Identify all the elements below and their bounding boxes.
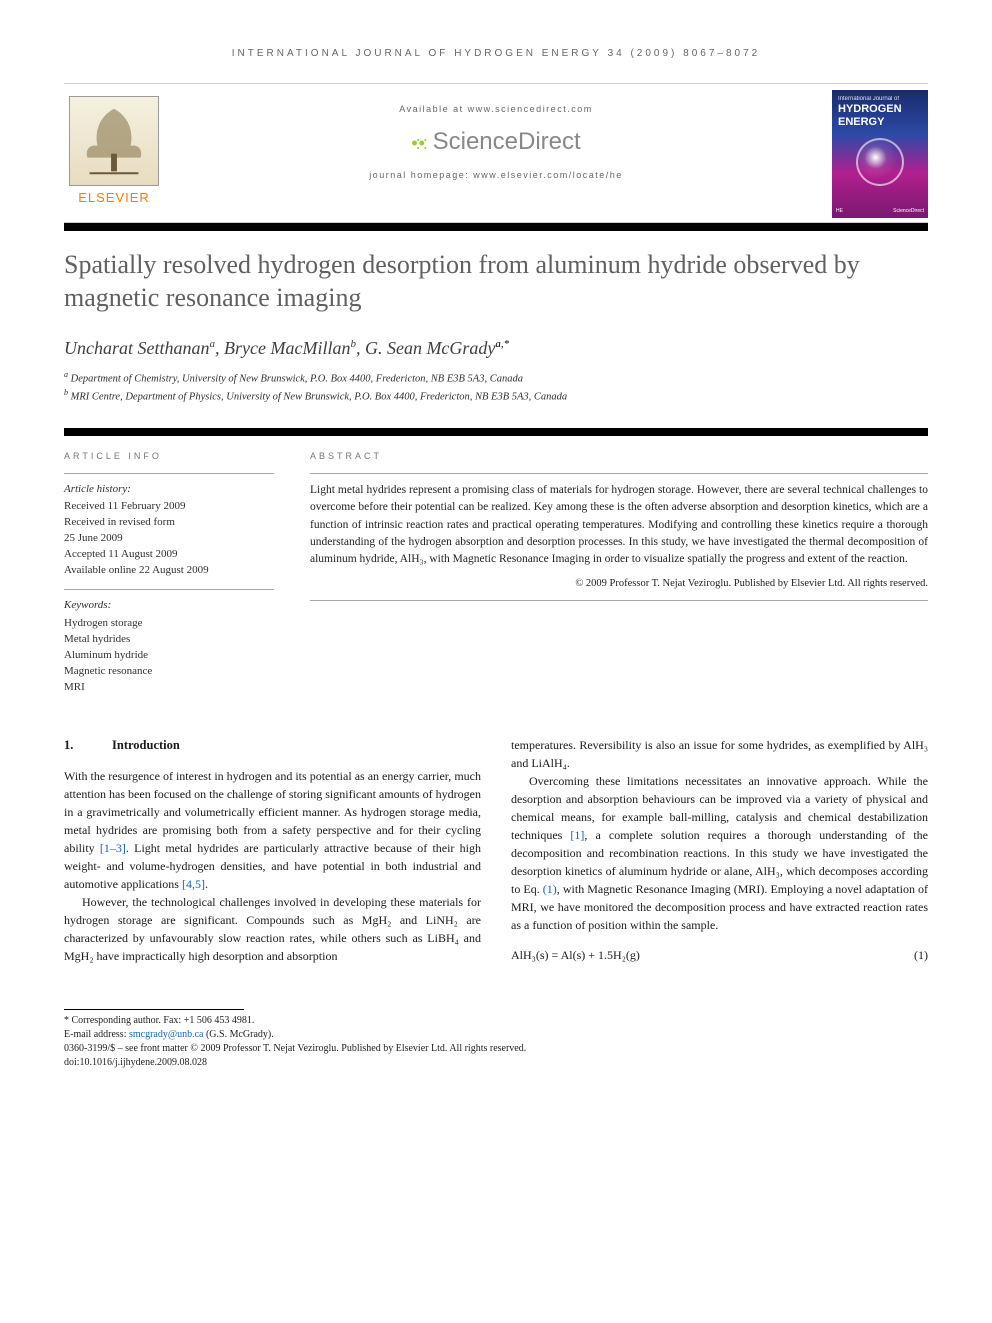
date-revised-1: Received in revised form: [64, 515, 274, 531]
para: temperatures. Reversibility is also an i…: [511, 736, 928, 772]
section-title: Introduction: [112, 738, 180, 752]
cover-foot-left: HE: [836, 208, 843, 214]
cover-supertitle: International Journal of: [838, 96, 922, 102]
citation[interactable]: [4,5]: [182, 877, 205, 891]
info-abstract-row: ARTICLE INFO Article history: Received 1…: [64, 450, 928, 696]
keyword: Aluminum hydride: [64, 648, 274, 664]
sciencedirect-logo: •:•: ScienceDirect: [64, 128, 928, 156]
citation[interactable]: [1]: [570, 828, 584, 842]
author-list: Uncharat Setthanana, Bryce MacMillanb, G…: [64, 338, 928, 359]
body-columns: 1.Introduction With the resurgence of in…: [64, 736, 928, 965]
left-column: 1.Introduction With the resurgence of in…: [64, 736, 481, 965]
journal-cover-thumbnail: International Journal of HYDROGEN ENERGY…: [832, 90, 928, 218]
section-1-heading: 1.Introduction: [64, 736, 481, 755]
date-received: Received 11 February 2009: [64, 499, 274, 515]
sciencedirect-text: ScienceDirect: [433, 128, 581, 155]
affiliation-list: a Department of Chemistry, University of…: [64, 369, 928, 406]
author-1: Uncharat Setthanan: [64, 338, 210, 358]
affiliation-b: b MRI Centre, Department of Physics, Uni…: [64, 387, 928, 405]
keyword: MRI: [64, 680, 274, 696]
corresponding-author: * Corresponding author. Fax: +1 506 453 …: [64, 1014, 928, 1028]
date-revised-2: 25 June 2009: [64, 531, 274, 547]
elsevier-wordmark: ELSEVIER: [64, 190, 164, 205]
equation-1: AlH₃(s) = Al(s) + 1.5H₂(g) (1): [511, 946, 928, 964]
equation-number: (1): [914, 946, 928, 964]
para: With the resurgence of interest in hydro…: [64, 767, 481, 893]
author-3: G. Sean McGrady: [365, 338, 495, 358]
email-link[interactable]: smcgrady@unb.ca: [129, 1029, 203, 1040]
elsevier-tree-icon: [69, 96, 159, 186]
date-accepted: Accepted 11 August 2009: [64, 547, 274, 563]
sd-dots-icon: •:•:: [411, 133, 426, 153]
abstract-text: Light metal hydrides represent a promisi…: [310, 482, 928, 568]
footnote-rule: [64, 1009, 244, 1010]
author-2: Bryce MacMillan: [224, 338, 350, 358]
cover-foot-right: ScienceDirect: [893, 208, 924, 214]
mid-black-bar: [64, 428, 928, 436]
running-head: INTERNATIONAL JOURNAL OF HYDROGEN ENERGY…: [64, 48, 928, 59]
footnotes: * Corresponding author. Fax: +1 506 453 …: [64, 1014, 928, 1070]
author-3-affil: a,*: [495, 338, 509, 350]
email-line: E-mail address: smcgrady@unb.ca (G.S. Mc…: [64, 1028, 928, 1042]
top-black-bar: [64, 223, 928, 231]
para: Overcoming these limitations necessitate…: [511, 772, 928, 934]
section-number: 1.: [64, 736, 112, 755]
paper-title: Spatially resolved hydrogen desorption f…: [64, 249, 928, 314]
cover-title-line1: HYDROGEN: [838, 104, 922, 115]
keywords-label: Keywords:: [64, 598, 274, 614]
available-at: Available at www.sciencedirect.com: [64, 104, 928, 114]
cover-graphic-icon: [856, 138, 904, 186]
citation[interactable]: [1–3]: [100, 841, 126, 855]
journal-homepage: journal homepage: www.elsevier.com/locat…: [64, 170, 928, 180]
equation-body: AlH₃(s) = Al(s) + 1.5H₂(g): [511, 946, 640, 964]
author-1-affil: a: [210, 338, 216, 350]
right-column: temperatures. Reversibility is also an i…: [511, 736, 928, 965]
date-online: Available online 22 August 2009: [64, 563, 274, 579]
para: However, the technological challenges in…: [64, 893, 481, 965]
cover-title-line2: ENERGY: [838, 117, 922, 128]
doi: doi:10.1016/j.ijhydene.2009.08.028: [64, 1056, 928, 1070]
abstract-head: ABSTRACT: [310, 450, 928, 464]
keyword: Magnetic resonance: [64, 664, 274, 680]
journal-header: ELSEVIER Available at www.sciencedirect.…: [64, 83, 928, 223]
title-block: Spatially resolved hydrogen desorption f…: [64, 231, 928, 428]
front-matter-copyright: 0360-3199/$ – see front matter © 2009 Pr…: [64, 1042, 928, 1056]
elsevier-logo: ELSEVIER: [64, 96, 164, 205]
affiliation-a: a Department of Chemistry, University of…: [64, 369, 928, 387]
history-label: Article history:: [64, 482, 274, 498]
abstract: ABSTRACT Light metal hydrides represent …: [310, 450, 928, 696]
article-info: ARTICLE INFO Article history: Received 1…: [64, 450, 274, 696]
keyword: Hydrogen storage: [64, 616, 274, 632]
author-2-affil: b: [350, 338, 356, 350]
equation-ref[interactable]: (1): [543, 882, 557, 896]
article-info-head: ARTICLE INFO: [64, 450, 274, 463]
abstract-copyright: © 2009 Professor T. Nejat Veziroglu. Pub…: [310, 576, 928, 592]
keyword: Metal hydrides: [64, 632, 274, 648]
